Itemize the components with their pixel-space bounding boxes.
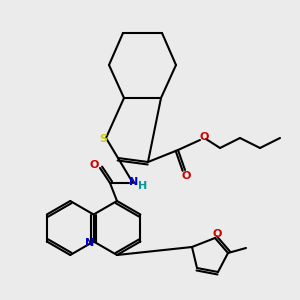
Text: H: H [138, 181, 148, 191]
Text: O: O [181, 171, 191, 181]
Text: O: O [89, 160, 99, 170]
Text: O: O [199, 132, 209, 142]
Text: N: N [129, 177, 139, 187]
Text: O: O [212, 229, 222, 239]
Text: S: S [99, 134, 107, 144]
Text: N: N [85, 238, 94, 248]
